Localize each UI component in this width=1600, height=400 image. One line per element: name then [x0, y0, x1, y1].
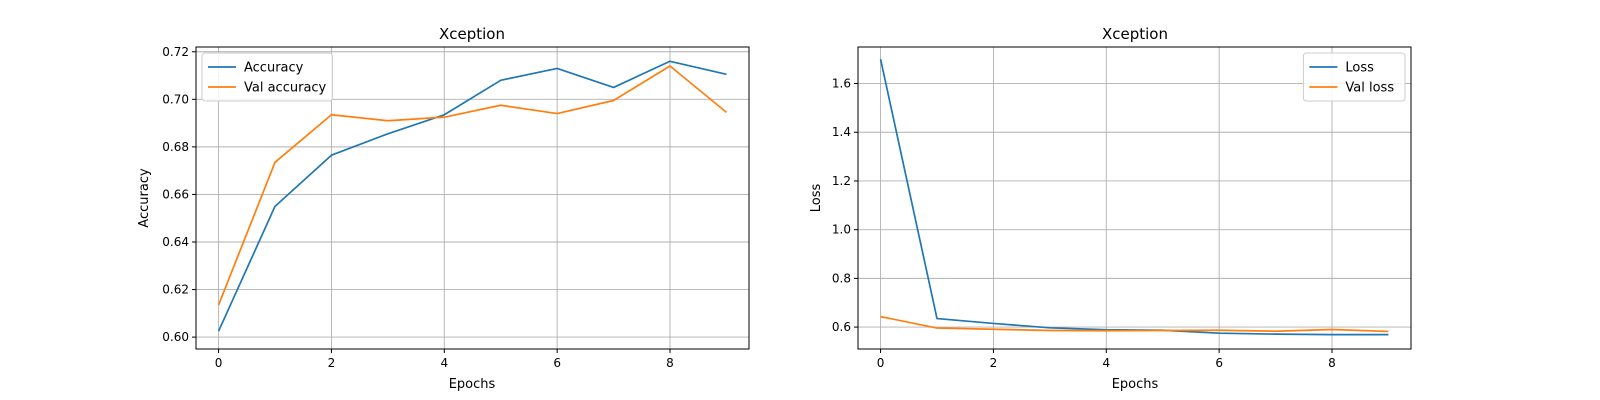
x-tick-label: 0 — [215, 356, 223, 370]
x-tick-label: 2 — [990, 356, 998, 370]
y-tick-label: 0.62 — [162, 283, 189, 297]
x-tick-label: 4 — [1102, 356, 1110, 370]
legend-label: Val loss — [1345, 81, 1394, 96]
plot-frame — [195, 46, 750, 350]
y-axis-label: Accuracy — [137, 168, 152, 228]
series-line-1 — [880, 315, 1389, 333]
y-tick-label: 0.66 — [162, 187, 189, 201]
legend: Loss Val loss — [1302, 52, 1406, 102]
series-line-1 — [217, 65, 727, 306]
y-tick-label: 1.2 — [832, 174, 851, 188]
x-tick-label: 4 — [440, 356, 448, 370]
x-tick-label: 8 — [1328, 356, 1336, 370]
y-tick-label: 1.4 — [832, 125, 851, 139]
y-tick-label: 1.0 — [832, 223, 851, 237]
y-tick-label: 0.60 — [162, 330, 189, 344]
legend-label: Loss — [1345, 61, 1374, 76]
y-tick-label: 0.72 — [162, 45, 189, 59]
x-tick-label: 6 — [553, 356, 561, 370]
loss-chart: Xception Epochs Loss 0 2 4 6 8 0.6 0.8 1.0 1.2 1.… — [809, 25, 1412, 392]
chart-title: Xception — [1102, 25, 1168, 43]
y-tick-label: 0.6 — [832, 320, 851, 334]
x-tick-label: 0 — [877, 356, 885, 370]
x-tick-label: 2 — [328, 356, 336, 370]
series-line-0 — [217, 60, 727, 332]
y-tick-label: 0.8 — [832, 271, 851, 285]
y-axis-label: Loss — [809, 184, 824, 213]
legend-box — [1302, 52, 1406, 102]
legend-label: Accuracy — [244, 61, 304, 76]
legend-label: Val accuracy — [244, 81, 327, 96]
x-tick-label: 8 — [666, 356, 674, 370]
x-axis-label: Epochs — [1112, 377, 1159, 392]
y-tick-label: 0.64 — [162, 235, 189, 249]
x-tick-label: 6 — [1215, 356, 1223, 370]
legend-box — [201, 52, 333, 102]
y-tick-label: 0.68 — [162, 140, 189, 154]
chart-title: Xception — [439, 25, 505, 43]
plot-frame — [857, 46, 1412, 350]
y-tick-label: 1.6 — [832, 77, 851, 91]
x-axis-label: Epochs — [449, 377, 496, 392]
legend: Accuracy Val accuracy — [201, 52, 333, 102]
accuracy-chart: Xception Epochs Accuracy 0 2 4 6 8 0.60 0.62 0.… — [137, 25, 750, 392]
y-tick-label: 0.70 — [162, 92, 189, 106]
